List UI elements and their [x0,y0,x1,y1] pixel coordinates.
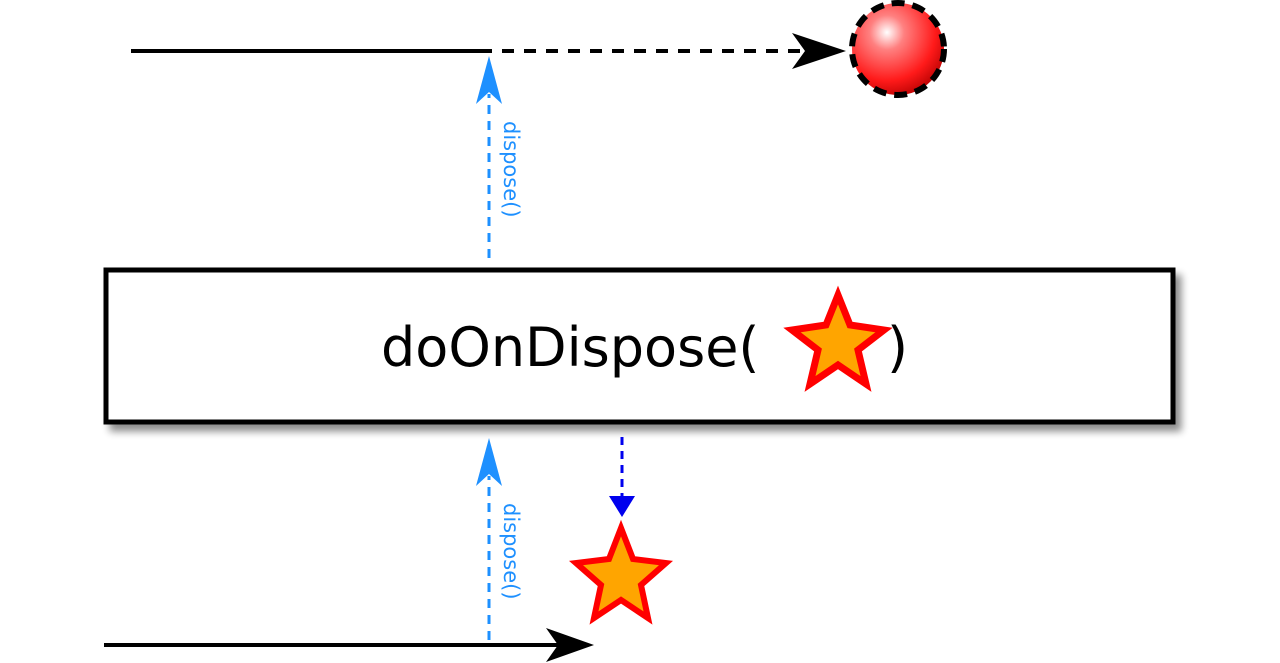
operator-label-prefix: doOnDispose( [381,316,760,379]
upper-dispose-arrowhead [476,56,502,104]
operator-label-suffix: ) [887,316,908,379]
upper-timeline [131,0,947,98]
lower-dispose-arrow: dispose() [476,438,523,640]
upper-dispose-arrow: dispose() [476,56,523,258]
side-effect-star-icon [568,519,674,625]
lower-dispose-label: dispose() [499,503,523,600]
red-ball-icon [849,0,947,98]
lower-timeline-arrowhead [546,628,594,662]
upper-timeline-arrowhead [792,33,846,69]
lower-timeline [104,628,594,662]
upper-dispose-label: dispose() [499,121,523,218]
side-effect-arrowhead [609,496,635,517]
lower-dispose-arrowhead [476,438,502,486]
side-effect [568,437,674,625]
operator-box: doOnDispose( ) [103,267,1176,425]
star-icon [783,285,893,392]
